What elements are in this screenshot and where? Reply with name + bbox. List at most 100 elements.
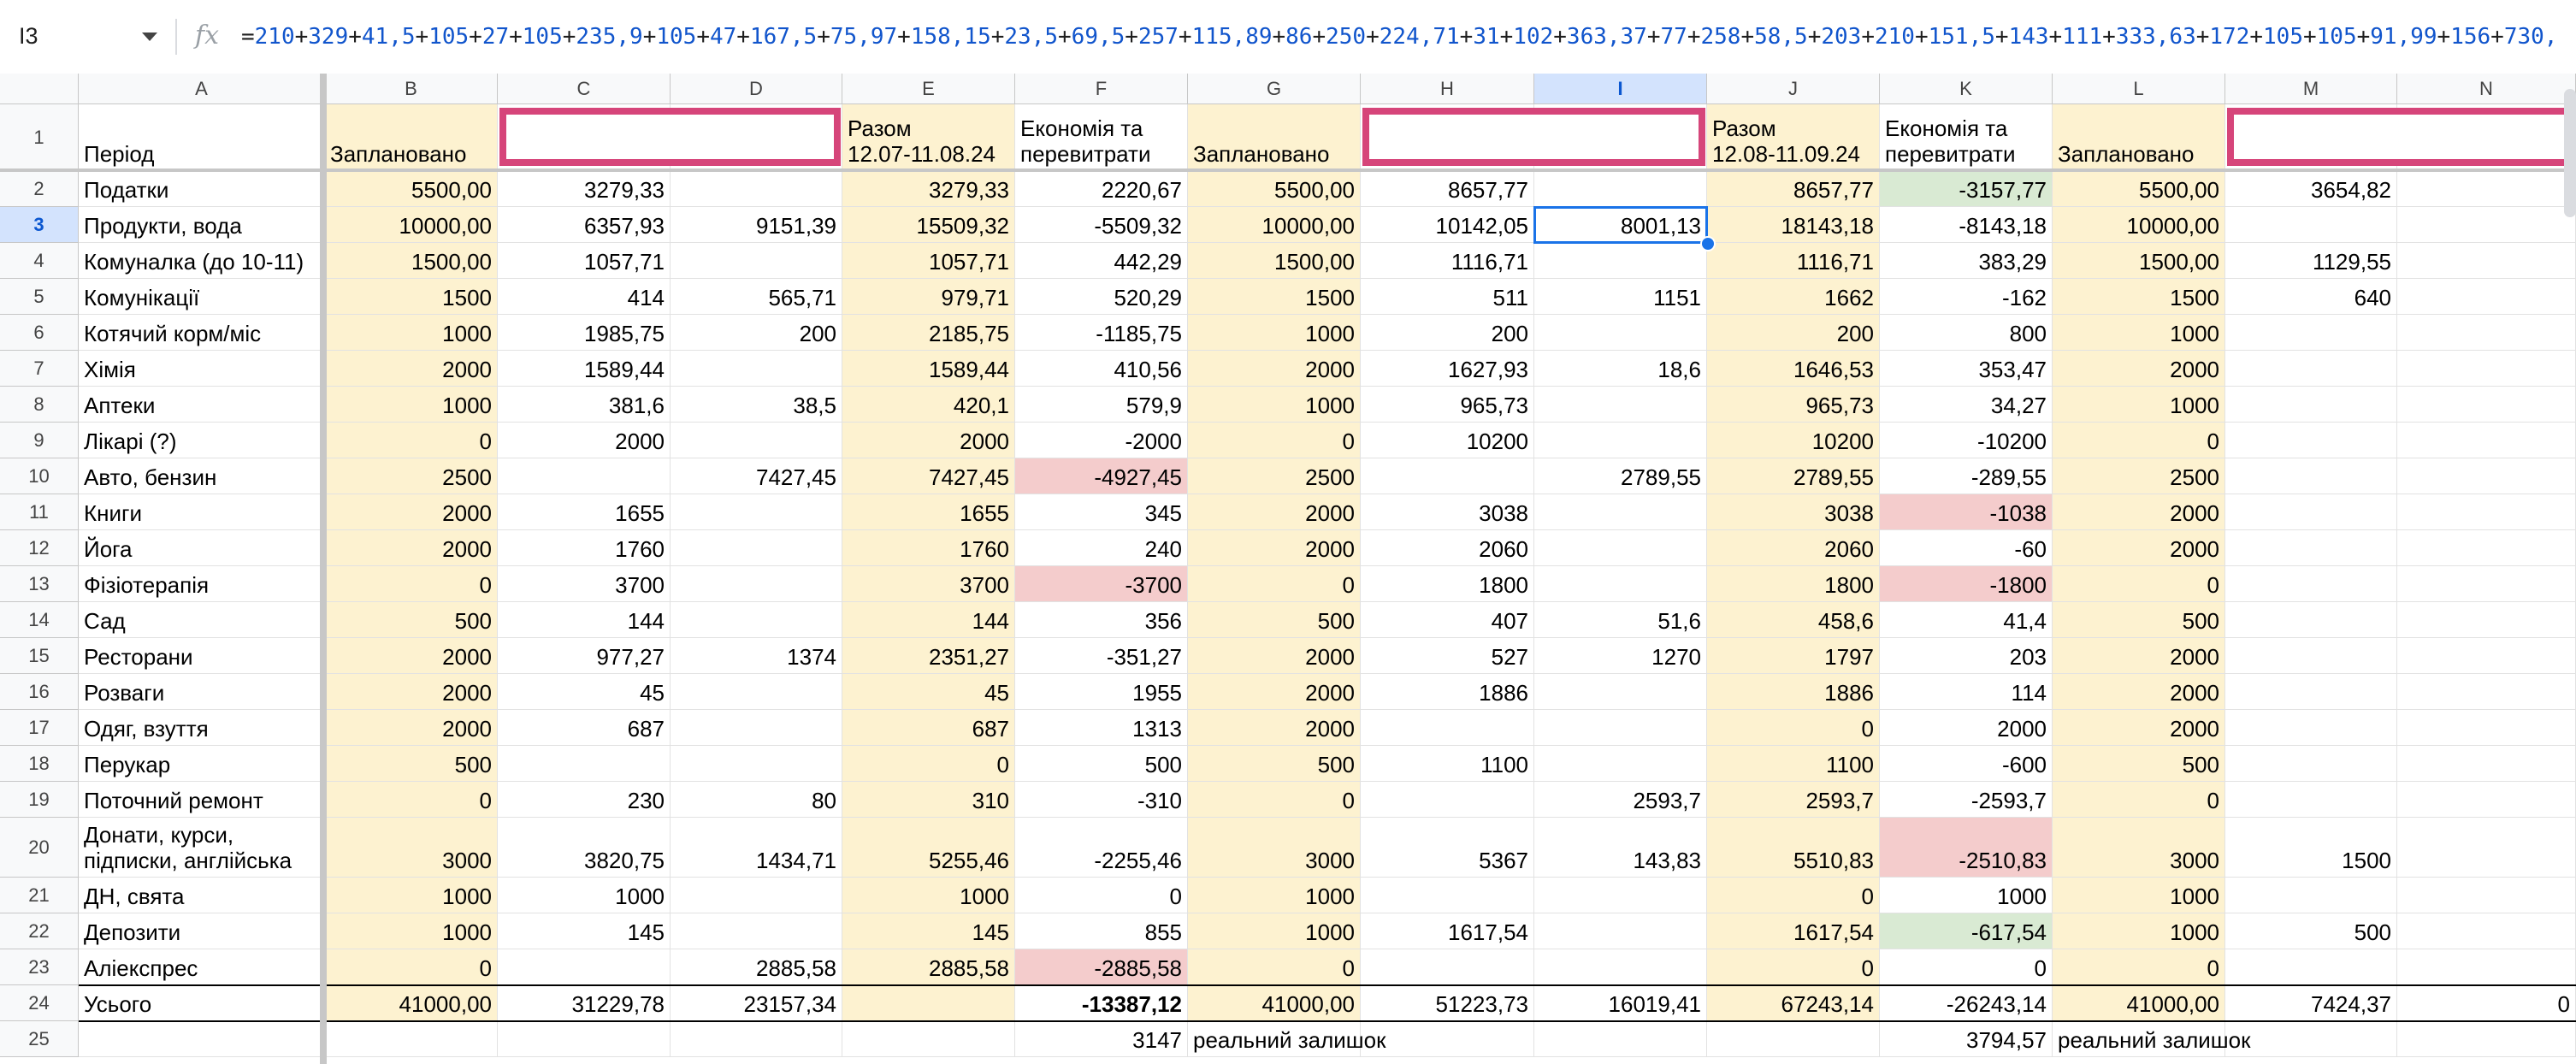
data-cell[interactable]: 240 (1015, 530, 1188, 566)
data-cell[interactable]: 1374 (671, 638, 842, 674)
data-cell[interactable]: 8657,77 (1707, 171, 1880, 207)
row-header-20[interactable]: 20 (0, 818, 79, 878)
data-cell[interactable] (2397, 494, 2576, 530)
data-cell[interactable]: -13387,12 (1015, 985, 1188, 1021)
data-cell[interactable]: -310 (1015, 782, 1188, 818)
data-cell[interactable]: 3147 (1015, 1021, 1188, 1057)
row-header-6[interactable]: 6 (0, 315, 79, 351)
data-cell[interactable]: 2000 (325, 351, 498, 387)
row-header-21[interactable]: 21 (0, 878, 79, 913)
data-cell[interactable]: 640 (2225, 279, 2397, 315)
data-cell[interactable] (1534, 1021, 1707, 1057)
data-cell[interactable]: -2510,83 (1880, 818, 2053, 878)
data-cell[interactable]: 1057,71 (498, 243, 671, 279)
data-cell[interactable]: -60 (1880, 530, 2053, 566)
vertical-scrollbar[interactable] (2564, 89, 2576, 217)
data-cell[interactable] (671, 913, 842, 949)
data-cell[interactable]: 3000 (1188, 818, 1361, 878)
data-cell[interactable]: -617,54 (1880, 913, 2053, 949)
data-cell[interactable]: 2220,67 (1015, 171, 1188, 207)
row-header-13[interactable]: 13 (0, 566, 79, 602)
data-cell[interactable]: 1797 (1707, 638, 1880, 674)
data-cell[interactable]: 0 (325, 782, 498, 818)
data-cell[interactable]: 5255,46 (842, 818, 1015, 878)
data-cell[interactable]: 51223,73 (1361, 985, 1534, 1021)
data-cell[interactable]: 2000 (2053, 494, 2225, 530)
data-cell[interactable] (1534, 243, 1707, 279)
row-label[interactable]: ДН, свята (79, 878, 325, 913)
data-cell[interactable]: 200 (1707, 315, 1880, 351)
data-cell[interactable]: 18143,18 (1707, 207, 1880, 243)
data-cell[interactable]: 1500 (325, 279, 498, 315)
data-cell[interactable]: 3654,82 (2225, 171, 2397, 207)
row-header-17[interactable]: 17 (0, 710, 79, 746)
row-label[interactable]: Розваги (79, 674, 325, 710)
data-cell[interactable]: 2000 (1188, 674, 1361, 710)
data-cell[interactable]: 1000 (2053, 878, 2225, 913)
data-cell[interactable]: 34,27 (1880, 387, 2053, 423)
data-cell[interactable]: 144 (842, 602, 1015, 638)
data-cell[interactable]: -1800 (1880, 566, 2053, 602)
data-cell[interactable]: 3820,75 (498, 818, 671, 878)
row-label[interactable]: Перукар (79, 746, 325, 782)
data-cell[interactable]: -2000 (1015, 423, 1188, 458)
data-cell[interactable]: 203 (1880, 638, 2053, 674)
data-cell[interactable]: 356 (1015, 602, 1188, 638)
row-header-24[interactable]: 24 (0, 985, 79, 1021)
header-cell-f[interactable]: Економія та перевитрати (1015, 104, 1188, 171)
data-cell[interactable] (325, 1021, 498, 1057)
data-cell[interactable]: 1000 (1188, 387, 1361, 423)
formula-input[interactable]: =210+329+41,5+105+27+105+235,9+105+47+16… (241, 24, 2558, 50)
data-cell[interactable] (2397, 949, 2576, 985)
data-cell[interactable]: 2000 (325, 638, 498, 674)
data-cell[interactable]: 41000,00 (325, 985, 498, 1021)
data-cell[interactable] (1534, 674, 1707, 710)
data-cell[interactable]: 1000 (2053, 387, 2225, 423)
data-cell[interactable]: 977,27 (498, 638, 671, 674)
data-cell[interactable]: 143,83 (1534, 818, 1707, 878)
data-cell[interactable] (2397, 566, 2576, 602)
data-cell[interactable]: 5500,00 (1188, 171, 1361, 207)
data-cell[interactable]: 3279,33 (842, 171, 1015, 207)
data-cell[interactable]: 800 (1880, 315, 2053, 351)
data-cell[interactable]: 579,9 (1015, 387, 1188, 423)
row-header-12[interactable]: 12 (0, 530, 79, 566)
data-cell[interactable]: -2885,58 (1015, 949, 1188, 985)
data-cell[interactable]: 500 (2053, 746, 2225, 782)
data-cell[interactable] (2397, 746, 2576, 782)
data-cell[interactable] (2225, 458, 2397, 494)
data-cell[interactable] (2397, 1021, 2576, 1057)
data-cell[interactable]: 1985,75 (498, 315, 671, 351)
data-cell[interactable]: 200 (671, 315, 842, 351)
data-cell[interactable]: 2000 (1188, 710, 1361, 746)
data-cell[interactable] (2397, 351, 2576, 387)
row-label[interactable]: Книги (79, 494, 325, 530)
name-box-dropdown-icon[interactable] (142, 33, 157, 41)
data-cell[interactable]: 2000 (498, 423, 671, 458)
data-cell[interactable] (2225, 949, 2397, 985)
data-cell[interactable]: 6357,93 (498, 207, 671, 243)
data-cell[interactable] (2397, 458, 2576, 494)
data-cell[interactable]: -3157,77 (1880, 171, 2053, 207)
data-cell[interactable]: 1100 (1361, 746, 1534, 782)
data-cell[interactable] (2397, 423, 2576, 458)
data-cell[interactable]: 1000 (1188, 878, 1361, 913)
data-cell[interactable]: -162 (1880, 279, 2053, 315)
data-cell[interactable]: -289,55 (1880, 458, 2053, 494)
data-cell[interactable]: 0 (325, 423, 498, 458)
data-cell[interactable] (1534, 387, 1707, 423)
column-header-h[interactable]: H (1361, 74, 1534, 104)
row-label[interactable]: Одяг, взуття (79, 710, 325, 746)
data-cell[interactable]: 10200 (1707, 423, 1880, 458)
row-label[interactable]: Податки (79, 171, 325, 207)
data-cell[interactable]: 3000 (325, 818, 498, 878)
data-cell[interactable] (2225, 746, 2397, 782)
data-cell[interactable]: 2000 (842, 423, 1015, 458)
data-cell[interactable] (1361, 949, 1534, 985)
data-cell[interactable] (2225, 530, 2397, 566)
row-label[interactable]: Продукти, вода (79, 207, 325, 243)
data-cell[interactable]: 1800 (1361, 566, 1534, 602)
data-cell[interactable]: 1617,54 (1361, 913, 1534, 949)
data-cell[interactable]: 855 (1015, 913, 1188, 949)
data-cell[interactable]: 2593,7 (1534, 782, 1707, 818)
